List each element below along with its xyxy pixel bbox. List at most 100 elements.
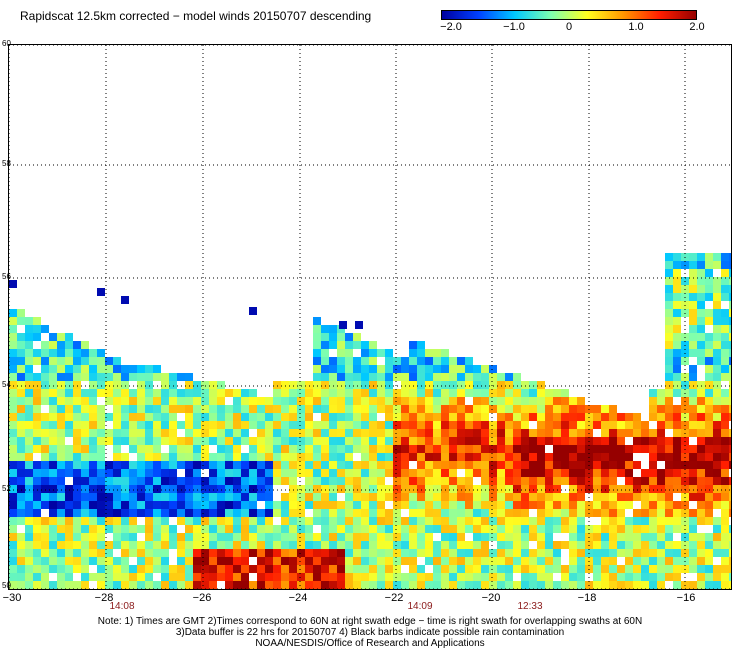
data-cell bbox=[169, 501, 177, 509]
data-cell bbox=[441, 533, 449, 541]
data-cell bbox=[9, 341, 17, 349]
data-cell bbox=[73, 461, 81, 469]
data-cell bbox=[369, 349, 377, 357]
data-cell bbox=[329, 525, 337, 533]
data-cell bbox=[329, 581, 337, 589]
data-cell bbox=[201, 581, 209, 589]
data-cell bbox=[97, 493, 105, 501]
data-cell bbox=[721, 293, 729, 301]
data-cell bbox=[713, 461, 721, 469]
data-cell bbox=[449, 437, 457, 445]
data-cell bbox=[409, 413, 417, 421]
data-cell bbox=[465, 461, 473, 469]
data-cell bbox=[217, 429, 225, 437]
data-cell bbox=[137, 381, 145, 389]
data-cell bbox=[561, 509, 569, 517]
data-cell bbox=[193, 445, 201, 453]
data-cell bbox=[265, 541, 273, 549]
data-cell bbox=[65, 357, 73, 365]
data-cell bbox=[161, 533, 169, 541]
data-cell bbox=[321, 325, 329, 333]
data-cell bbox=[609, 421, 617, 429]
data-cell bbox=[577, 549, 585, 557]
data-cell bbox=[505, 485, 513, 493]
data-cell bbox=[281, 429, 289, 437]
data-cell bbox=[201, 533, 209, 541]
data-cell bbox=[193, 421, 201, 429]
data-cell bbox=[145, 365, 153, 373]
data-cell bbox=[561, 477, 569, 485]
data-cell bbox=[721, 501, 729, 509]
data-cell bbox=[401, 405, 409, 413]
data-cell bbox=[385, 461, 393, 469]
data-cell bbox=[417, 493, 425, 501]
data-cell bbox=[345, 397, 353, 405]
data-cell bbox=[209, 389, 217, 397]
data-cell bbox=[697, 253, 705, 261]
data-cell bbox=[161, 469, 169, 477]
data-cell bbox=[409, 493, 417, 501]
data-cell bbox=[265, 549, 273, 557]
data-cell bbox=[729, 373, 731, 381]
data-cell bbox=[393, 357, 401, 365]
data-cell bbox=[49, 525, 57, 533]
data-cell bbox=[577, 485, 585, 493]
data-cell bbox=[209, 573, 217, 581]
data-cell bbox=[473, 389, 481, 397]
data-cell bbox=[441, 461, 449, 469]
data-cell bbox=[153, 533, 161, 541]
data-cell bbox=[417, 413, 425, 421]
data-cell bbox=[265, 437, 273, 445]
data-cell bbox=[401, 477, 409, 485]
data-cell bbox=[689, 349, 697, 357]
data-cell bbox=[105, 485, 113, 493]
data-cell bbox=[209, 421, 217, 429]
data-cell bbox=[313, 501, 321, 509]
data-cell bbox=[201, 461, 209, 469]
data-cell bbox=[225, 581, 233, 589]
data-cell bbox=[513, 549, 521, 557]
data-cell bbox=[561, 429, 569, 437]
data-cell bbox=[89, 405, 97, 413]
data-cell bbox=[417, 541, 425, 549]
data-cell bbox=[401, 357, 409, 365]
data-cell bbox=[729, 333, 731, 341]
data-cell bbox=[673, 413, 681, 421]
data-cell bbox=[673, 477, 681, 485]
data-cell bbox=[729, 437, 731, 445]
data-cell bbox=[225, 461, 233, 469]
data-cell bbox=[489, 485, 497, 493]
data-cell bbox=[705, 541, 713, 549]
data-cell bbox=[49, 493, 57, 501]
data-cell bbox=[625, 453, 633, 461]
data-cell bbox=[321, 373, 329, 381]
data-cell bbox=[305, 453, 313, 461]
data-cell bbox=[145, 517, 153, 525]
data-cell bbox=[25, 405, 33, 413]
data-cell bbox=[569, 541, 577, 549]
data-cell bbox=[81, 477, 89, 485]
data-cell bbox=[537, 453, 545, 461]
data-cell bbox=[441, 485, 449, 493]
data-cell bbox=[289, 557, 297, 565]
data-cell bbox=[89, 357, 97, 365]
data-cell bbox=[593, 477, 601, 485]
data-cell bbox=[401, 437, 409, 445]
data-cell bbox=[689, 333, 697, 341]
data-cell bbox=[721, 517, 729, 525]
data-cell bbox=[137, 469, 145, 477]
data-cell bbox=[369, 445, 377, 453]
data-cell bbox=[521, 533, 529, 541]
data-cell bbox=[521, 381, 529, 389]
data-cell bbox=[9, 429, 17, 437]
data-cell bbox=[641, 485, 649, 493]
data-cell bbox=[177, 485, 185, 493]
data-cell bbox=[625, 525, 633, 533]
data-cell bbox=[337, 405, 345, 413]
data-cell bbox=[721, 413, 729, 421]
data-cell bbox=[121, 405, 129, 413]
data-cell bbox=[313, 477, 321, 485]
data-cell bbox=[161, 477, 169, 485]
data-cell bbox=[321, 405, 329, 413]
data-cell bbox=[209, 381, 217, 389]
